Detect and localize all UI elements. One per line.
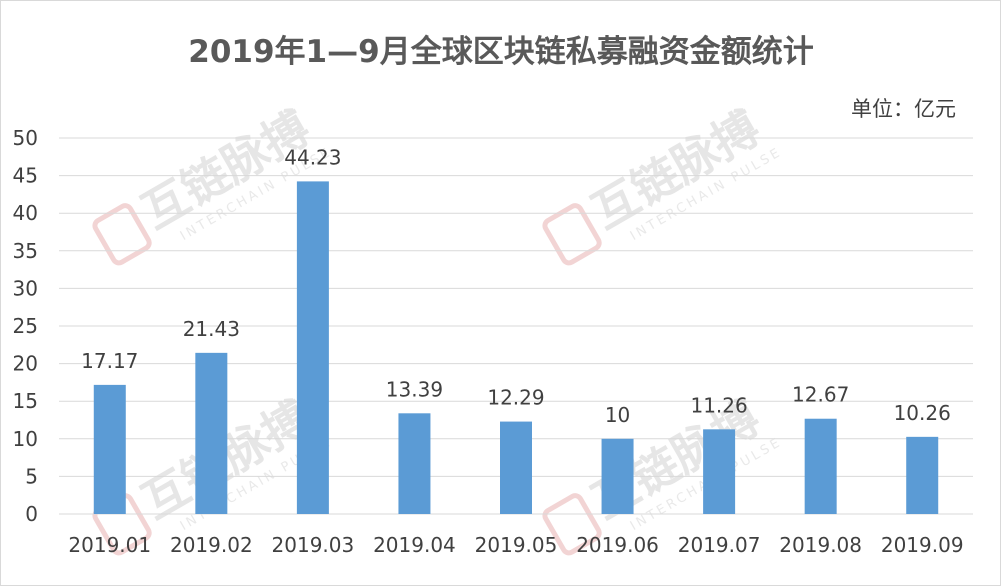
data-label: 11.26 (690, 393, 747, 417)
y-tick-label: 25 (13, 314, 38, 338)
bar (703, 429, 736, 514)
x-tick-label: 2019.02 (170, 533, 253, 557)
data-labels: 17.17 21.43 44.23 13.39 12.29 10 11.26 12.67 10.… (81, 145, 951, 426)
y-tick-label: 45 (13, 164, 38, 188)
bar (93, 384, 126, 514)
bar (500, 421, 532, 514)
bar (296, 181, 329, 515)
data-label: 10 (605, 403, 630, 427)
unit-label: 单位：亿元 (851, 97, 956, 121)
y-tick-label: 40 (13, 201, 38, 225)
y-tick-label: 50 (13, 126, 38, 150)
y-tick-label: 10 (13, 427, 38, 451)
y-tick-label: 0 (25, 502, 38, 526)
y-tick-label: 15 (13, 389, 38, 413)
x-tick-label: 2019.08 (779, 533, 862, 557)
bar (906, 436, 939, 514)
data-label: 44.23 (284, 145, 341, 169)
data-label: 12.67 (792, 383, 849, 407)
y-tick-label: 5 (25, 464, 38, 488)
data-label: 17.17 (81, 349, 138, 373)
data-label: 12.29 (487, 386, 544, 410)
x-tick-label: 2019.09 (881, 533, 964, 557)
y-tick-label: 35 (13, 239, 38, 263)
data-label: 10.26 (894, 401, 951, 425)
y-axis: 0 5 10 15 20 25 30 35 40 45 50 (13, 126, 38, 526)
x-tick-label: 2019.07 (678, 533, 761, 557)
chart-title: 2019年1—9月全球区块链私募融资金额统计 (188, 34, 813, 70)
data-label: 21.43 (183, 317, 240, 341)
x-axis: 2019.01 2019.02 2019.03 2019.04 2019.05 2019.… (68, 533, 963, 557)
y-tick-label: 30 (13, 276, 38, 300)
bar (398, 413, 431, 514)
bar (195, 352, 228, 514)
x-tick-label: 2019.03 (272, 533, 355, 557)
data-label: 13.39 (386, 377, 443, 401)
bars (93, 181, 939, 515)
x-tick-label: 2019.01 (68, 533, 151, 557)
x-tick-label: 2019.05 (475, 533, 558, 557)
x-tick-label: 2019.04 (373, 533, 456, 557)
bar (601, 438, 634, 514)
y-tick-label: 20 (13, 352, 38, 376)
x-tick-label: 2019.06 (576, 533, 659, 557)
bar (804, 418, 837, 514)
